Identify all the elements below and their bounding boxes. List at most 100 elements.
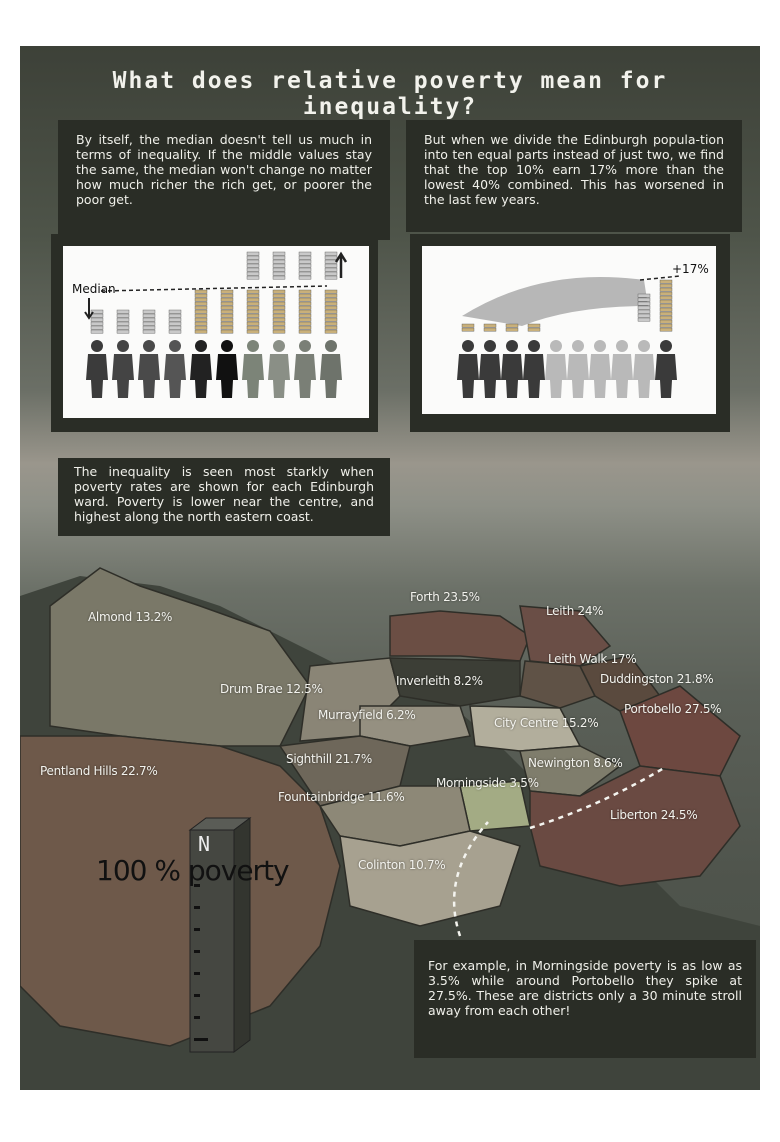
north-label: N	[198, 832, 211, 856]
scale-tick	[194, 906, 200, 909]
scale-tick	[194, 1016, 200, 1019]
comparison-arc-icon	[462, 276, 648, 326]
ward-label: City Centre 15.2%	[494, 716, 599, 730]
decile-figures-graphic	[457, 275, 681, 398]
coin-stack-icon	[461, 323, 475, 332]
person-icon	[112, 340, 134, 398]
person-icon	[216, 340, 238, 398]
person-icon	[294, 340, 316, 398]
median-explanation-text: By itself, the median doesn't tell us mu…	[76, 132, 372, 207]
infographic-poster: What does relative poverty mean for ineq…	[20, 46, 760, 1090]
coin-stack-icon	[505, 323, 519, 332]
median-illustration	[63, 246, 369, 418]
median-explanation-box: By itself, the median doesn't tell us mu…	[58, 120, 390, 240]
connector-line-portobello	[529, 766, 665, 830]
ward-leith-walk	[519, 660, 597, 709]
ward-label: Pentland Hills 22.7%	[40, 764, 158, 778]
scale-tick	[194, 928, 200, 931]
ward-portobello	[619, 685, 741, 777]
coin-stack-icon	[324, 251, 338, 280]
decile-illustration-panel	[410, 234, 730, 432]
ward-liberton	[529, 765, 741, 887]
coin-stack-icon	[246, 289, 260, 334]
ward-label: Inverleith 8.2%	[396, 674, 483, 688]
ward-label: Fountainbridge 11.6%	[278, 790, 405, 804]
person-icon	[655, 340, 677, 398]
ward-label: Leith 24%	[546, 604, 604, 618]
median-label: Median	[72, 282, 116, 296]
ward-pentland-hills	[20, 735, 341, 1047]
ward-label: Portobello 27.5%	[624, 702, 722, 716]
ward-label: Almond 13.2%	[88, 610, 173, 624]
coin-stack-icon	[659, 279, 673, 332]
decile-illustration	[422, 246, 716, 414]
ward-label: Morningside 3.5%	[436, 776, 539, 790]
coin-stack-icon	[324, 289, 338, 334]
person-icon	[457, 340, 479, 398]
ward-label: Newington 8.6%	[528, 756, 623, 770]
median-figures-graphic	[84, 251, 348, 398]
coin-stack-icon	[298, 289, 312, 334]
coin-stack-icon	[246, 251, 260, 280]
coin-stack-icon	[168, 309, 182, 334]
decile-explanation-box: But when we divide the Edinburgh popula-…	[406, 120, 742, 232]
person-icon	[190, 340, 212, 398]
ward-label: Leith Walk 17%	[548, 652, 637, 666]
ward-inverleith	[389, 657, 521, 707]
scale-tick	[194, 884, 200, 887]
coin-stack-icon	[90, 309, 104, 334]
ward-intro-box: The inequality is seen most starkly when…	[58, 458, 390, 536]
person-icon	[138, 340, 160, 398]
difference-label: +17%	[672, 262, 709, 276]
coin-stack-icon	[272, 251, 286, 280]
ward-colinton	[339, 830, 521, 927]
person-icon	[86, 340, 108, 398]
coin-stack-icon	[483, 323, 497, 332]
person-icon	[268, 340, 290, 398]
arrow-down-icon	[84, 298, 94, 320]
poverty-scale-label: 100 % poverty	[96, 854, 290, 887]
ward-label: Drum Brae 12.5%	[220, 682, 323, 696]
coin-stack-icon	[637, 293, 651, 322]
arrow-up-icon	[334, 251, 348, 278]
scale-tick	[194, 994, 200, 997]
person-icon	[611, 340, 633, 398]
scale-tick	[194, 1038, 208, 1041]
coin-stack-icon	[142, 309, 156, 334]
ward-label: Forth 23.5%	[410, 590, 480, 604]
edinburgh-ward-map	[20, 567, 760, 1090]
example-text: For example, in Morningside poverty is a…	[428, 958, 742, 1018]
person-icon	[545, 340, 567, 398]
ward-intro-text: The inequality is seen most starkly when…	[74, 464, 374, 524]
ward-leith	[519, 605, 612, 667]
person-icon	[479, 340, 501, 398]
ward-murrayfield	[359, 705, 471, 747]
ward-sighthill	[278, 735, 411, 807]
ward-newington	[519, 745, 622, 797]
decile-explanation-text: But when we divide the Edinburgh popula-…	[424, 132, 724, 207]
ward-label: Duddingston 21.8%	[600, 672, 714, 686]
person-icon	[633, 340, 655, 398]
ward-label: Colinton 10.7%	[358, 858, 446, 872]
coin-stack-icon	[527, 323, 541, 332]
person-icon	[523, 340, 545, 398]
person-icon	[320, 340, 342, 398]
poverty-scale-bar	[189, 829, 235, 1053]
person-icon	[589, 340, 611, 398]
median-illustration-panel	[51, 234, 378, 432]
ward-forth	[389, 610, 531, 662]
coin-stack-icon	[220, 289, 234, 334]
poster-title: What does relative poverty mean for ineq…	[112, 68, 668, 120]
scale-tick	[194, 972, 200, 975]
ward-label: Sighthill 21.7%	[286, 752, 372, 766]
example-box: For example, in Morningside poverty is a…	[414, 940, 756, 1058]
person-icon	[242, 340, 264, 398]
person-icon	[567, 340, 589, 398]
scale-tick	[194, 950, 200, 953]
person-icon	[501, 340, 523, 398]
ward-label: Liberton 24.5%	[610, 808, 698, 822]
coin-stack-icon	[116, 309, 130, 334]
connector-line-morningside	[452, 821, 489, 937]
ward-label: Murrayfield 6.2%	[318, 708, 416, 722]
person-icon	[164, 340, 186, 398]
